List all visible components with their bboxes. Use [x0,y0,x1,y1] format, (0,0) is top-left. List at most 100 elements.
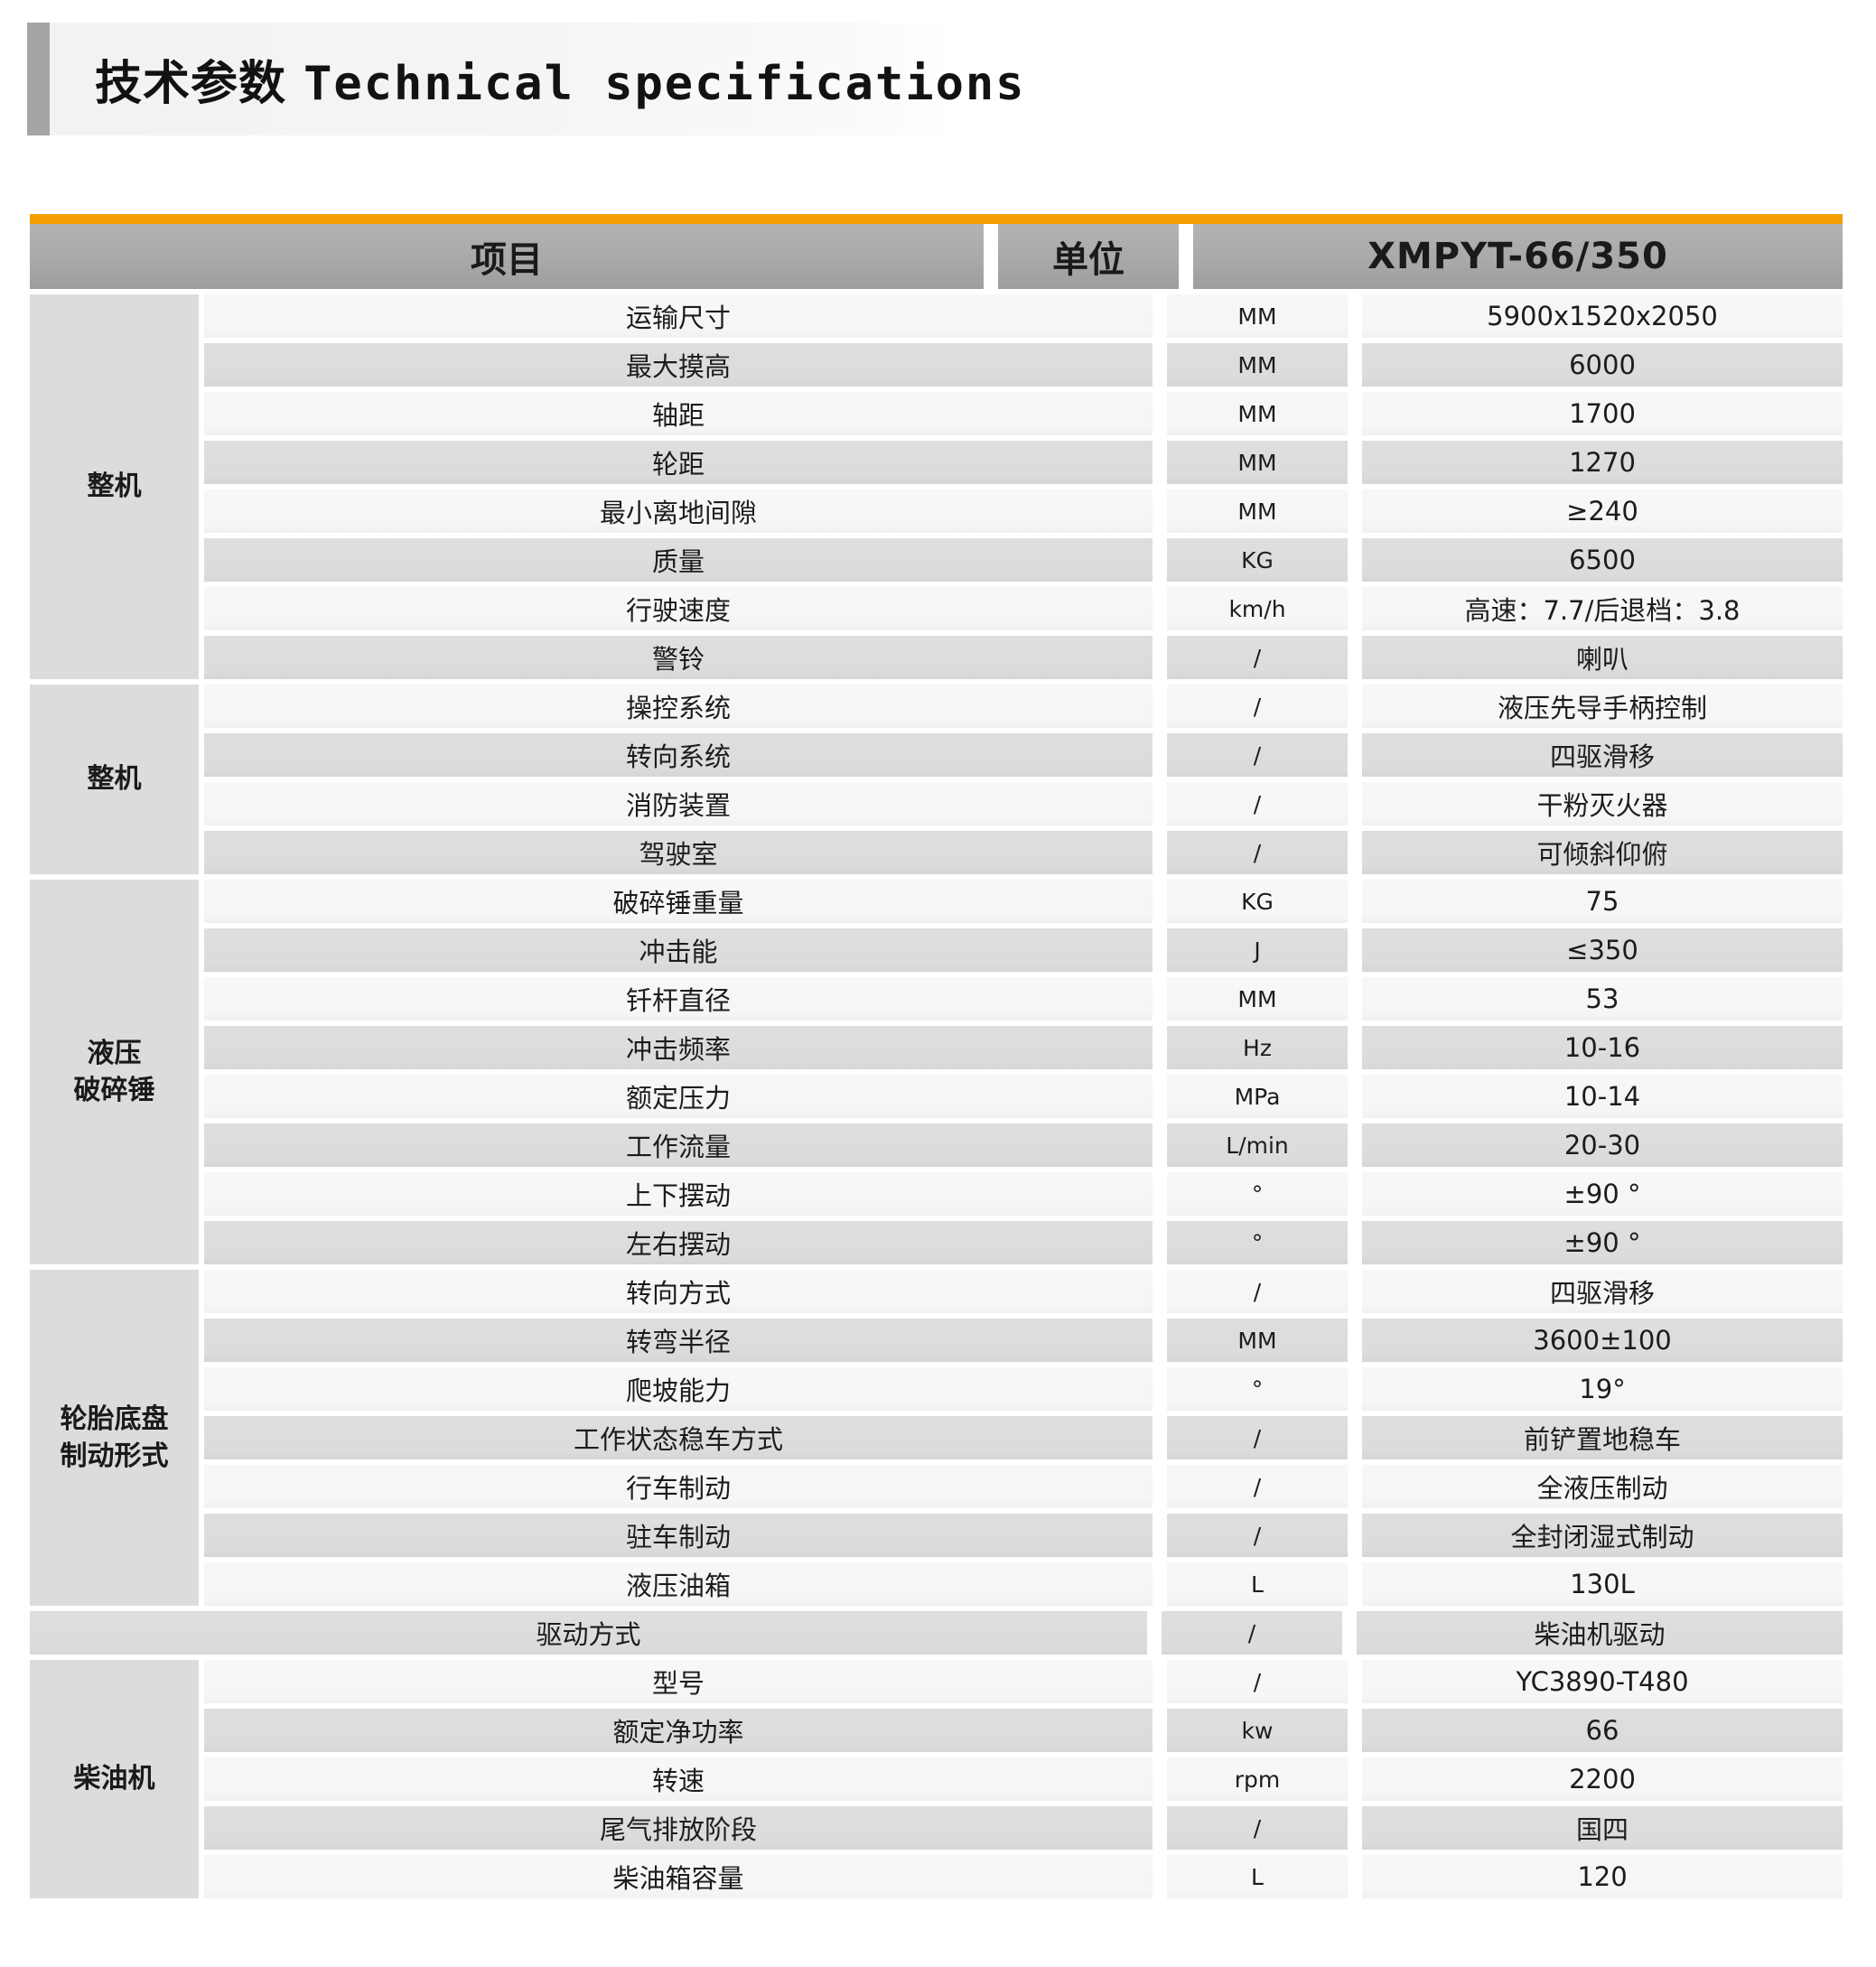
table-row: 最小离地间隙 MM ≥240 [204,489,1843,533]
group-rows: 运输尺寸 MM 5900x1520x2050 最大摸高 MM 6000 轴距 MM 1700 轮距… [199,294,1843,685]
table-row: 爬坡能力 ° 19° [204,1367,1843,1411]
table-row: 型号 / YC3890-T480 [204,1660,1843,1703]
table-row: 转弯半径 MM 3600±100 [204,1319,1843,1362]
table-row: 转速 rpm 2200 [204,1757,1843,1801]
row-value: ≥240 [1362,489,1843,533]
row-item-label: 消防装置 [204,782,1153,825]
row-value: 干粉灭火器 [1362,782,1843,825]
column-header-model: XMPYT-66/350 [1193,224,1843,289]
row-unit-label: J [1167,928,1348,972]
row-item-label: 转速 [204,1757,1153,1801]
table-row: 额定压力 MPa 10-14 [204,1075,1843,1118]
row-value: 120 [1362,1855,1843,1898]
table-row: 行驶速度 km/h 高速：7.7/后退档：3.8 [204,587,1843,630]
table-row: 驾驶室 / 可倾斜仰俯 [204,831,1843,874]
table-row-drive-method: 驱动方式 / 柴油机驱动 [30,1611,1843,1655]
group-label-line: 整机 [87,471,142,503]
table-group: 液压 破碎锤 破碎锤重量 KG 75 冲击能 J ≤350 钎杆直径 MM 53 冲击频率 Hz 10-1… [30,880,1843,1270]
row-unit-label: / [1167,1416,1348,1459]
page-title-en: Technical specifications [303,57,1026,111]
table-group: 整机 操控系统 / 液压先导手柄控制 转向系统 / 四驱滑移 消防装置 / 干粉灭火器驾驶室 / 可倾… [30,685,1843,880]
row-value: 75 [1362,880,1843,923]
group-label: 整机 [30,685,199,874]
row-unit-label: / [1167,636,1348,679]
group-rows: 型号 / YC3890-T480 额定净功率 kw 66 转速 rpm 2200 尾气排放阶段 / 国… [199,1660,1843,1904]
row-value: 液压先导手柄控制 [1362,685,1843,728]
row-item-label: 驻车制动 [204,1514,1153,1557]
row-item-label: 轴距 [204,392,1153,435]
group-label: 柴油机 [30,1660,199,1898]
row-item-label: 转弯半径 [204,1319,1153,1362]
group-label-line: 制动形式 [60,1440,169,1472]
table-row: 破碎锤重量 KG 75 [204,880,1843,923]
row-unit-label: MM [1167,489,1348,533]
row-item-label: 工作流量 [204,1123,1153,1167]
row-unit-label: MM [1167,392,1348,435]
row-item-label: 行车制动 [204,1465,1153,1508]
row-value: 1270 [1362,441,1843,484]
table-header-row: 项目 单位 XMPYT-66/350 [30,224,1843,289]
table-row: 操控系统 / 液压先导手柄控制 [204,685,1843,728]
table-group: 轮胎底盘 制动形式 转向方式 / 四驱滑移 转弯半径 MM 3600±100 爬坡能力 ° 19° 工… [30,1270,1843,1611]
row-value: ±90 ° [1362,1172,1843,1216]
row-item-label: 工作状态稳车方式 [204,1416,1153,1459]
row-value: 前铲置地稳车 [1362,1416,1843,1459]
group-rows: 破碎锤重量 KG 75 冲击能 J ≤350 钎杆直径 MM 53 冲击频率 Hz 10-16 额定压力… [199,880,1843,1270]
row-value: 6500 [1362,538,1843,582]
row-unit-label: / [1167,1514,1348,1557]
table-row: 转向系统 / 四驱滑移 [204,733,1843,777]
row-unit-label: MM [1167,343,1348,387]
row-value: 66 [1362,1709,1843,1752]
row-value: 柴油机驱动 [1357,1611,1843,1655]
row-item-label: 最小离地间隙 [204,489,1153,533]
row-unit-label: kw [1167,1709,1348,1752]
row-value: 国四 [1362,1806,1843,1850]
table-top-accent-rule [30,214,1843,224]
page-title-banner: 技术参数 Technical specifications [27,23,1023,135]
row-unit-label: MPa [1167,1075,1348,1118]
row-item-label: 液压油箱 [204,1562,1153,1606]
row-unit-label: MM [1167,294,1348,338]
row-item-label: 转向系统 [204,733,1153,777]
row-unit-label: MM [1167,1319,1348,1362]
row-unit-label: / [1162,1611,1342,1655]
row-item-label: 质量 [204,538,1153,582]
table-groups: 整机 运输尺寸 MM 5900x1520x2050 最大摸高 MM 6000 轴距 MM 1700… [30,294,1843,1904]
title-accent-bar [27,23,50,135]
table-row: 行车制动 / 全液压制动 [204,1465,1843,1508]
table-row: 冲击能 J ≤350 [204,928,1843,972]
group-label-line: 液压 [87,1037,142,1069]
row-unit-label: / [1167,733,1348,777]
row-unit-label: KG [1167,880,1348,923]
page-title: 技术参数 Technical specifications [95,45,1025,113]
table-row: 最大摸高 MM 6000 [204,343,1843,387]
row-item-label: 最大摸高 [204,343,1153,387]
table-row: 驻车制动 / 全封闭湿式制动 [204,1514,1843,1557]
row-value: 10-14 [1362,1075,1843,1118]
row-value: 19° [1362,1367,1843,1411]
group-label: 轮胎底盘 制动形式 [30,1270,199,1606]
row-item-label: 钎杆直径 [204,977,1153,1021]
row-unit-label: L/min [1167,1123,1348,1167]
row-item-label: 警铃 [204,636,1153,679]
row-item-label: 轮距 [204,441,1153,484]
row-item-label: 转向方式 [204,1270,1153,1313]
row-item-label: 冲击能 [204,928,1153,972]
row-value: 喇叭 [1362,636,1843,679]
row-unit-label: / [1167,1660,1348,1703]
row-item-label: 驱动方式 [30,1611,1147,1655]
table-row: 钎杆直径 MM 53 [204,977,1843,1021]
row-item-label: 上下摆动 [204,1172,1153,1216]
row-value: 四驱滑移 [1362,1270,1843,1313]
row-value: 2200 [1362,1757,1843,1801]
row-unit-label: MM [1167,977,1348,1021]
row-value: 全液压制动 [1362,1465,1843,1508]
table-row: 左右摆动 ° ±90 ° [204,1221,1843,1264]
table-row: 工作流量 L/min 20-30 [204,1123,1843,1167]
row-unit-label: / [1167,1465,1348,1508]
row-item-label: 破碎锤重量 [204,880,1153,923]
row-value: 高速：7.7/后退档：3.8 [1362,587,1843,630]
row-unit-label: ° [1167,1221,1348,1264]
row-item-label: 驾驶室 [204,831,1153,874]
row-value: 四驱滑移 [1362,733,1843,777]
